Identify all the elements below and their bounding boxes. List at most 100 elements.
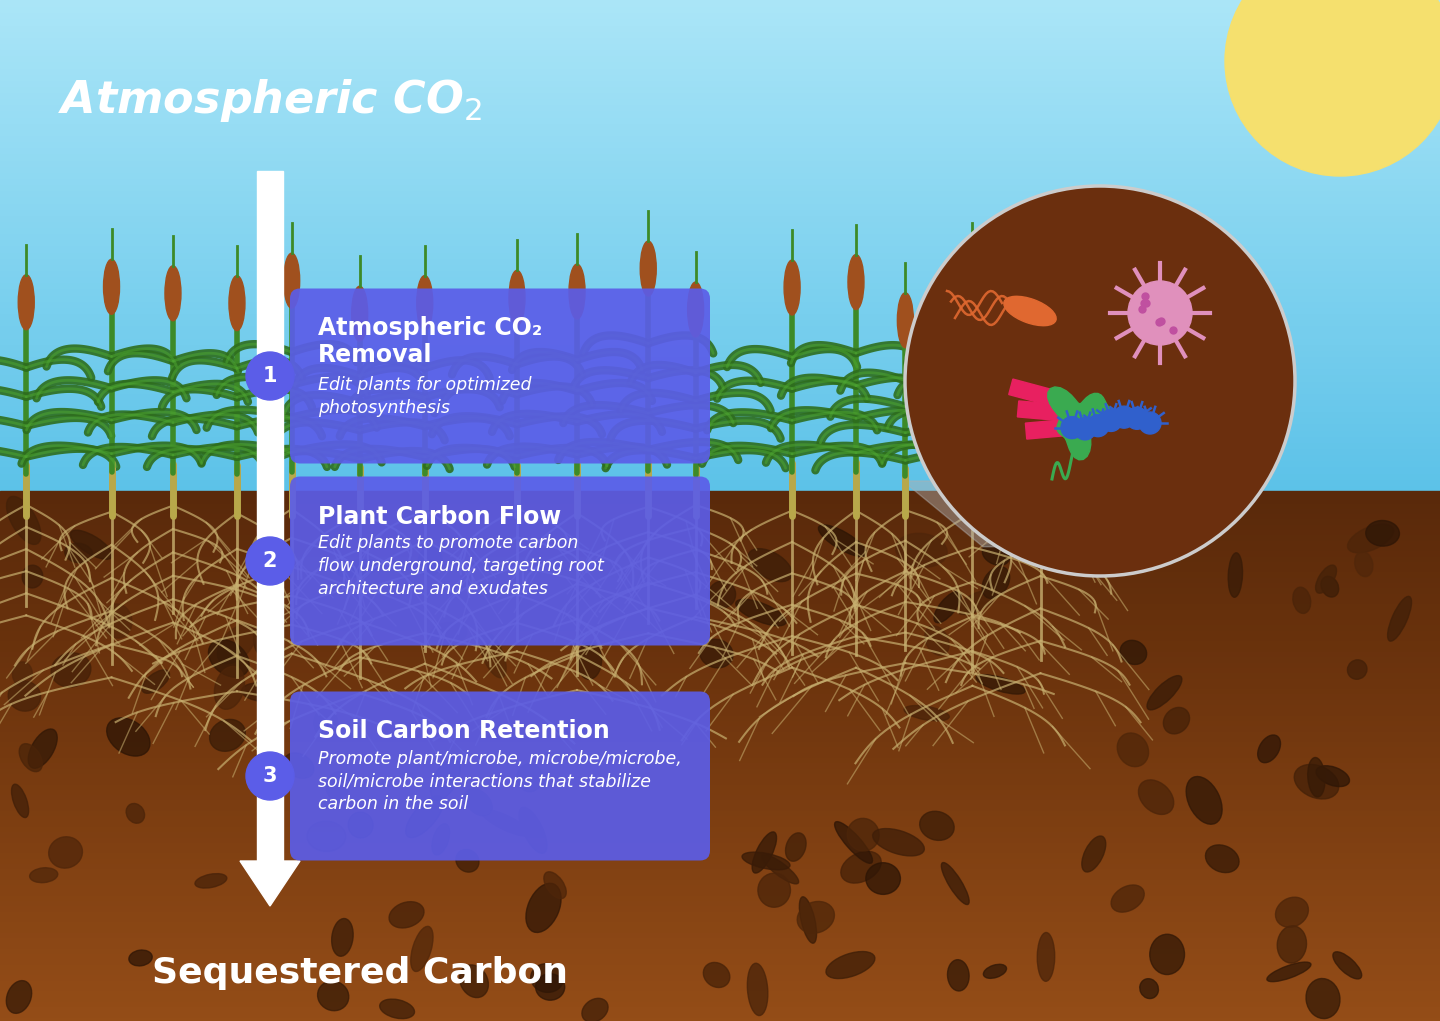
Ellipse shape <box>984 964 1007 978</box>
Ellipse shape <box>1149 934 1185 975</box>
Ellipse shape <box>143 670 170 693</box>
Polygon shape <box>1048 387 1116 459</box>
Ellipse shape <box>71 530 112 560</box>
Circle shape <box>1100 409 1122 432</box>
Ellipse shape <box>518 808 547 854</box>
Bar <box>0 172 1440 178</box>
Bar <box>0 862 1440 867</box>
Ellipse shape <box>459 965 488 998</box>
Ellipse shape <box>432 824 449 855</box>
Ellipse shape <box>1365 521 1400 546</box>
Ellipse shape <box>1295 765 1339 799</box>
Bar <box>0 473 1440 479</box>
Bar <box>0 184 1440 190</box>
Ellipse shape <box>865 863 900 894</box>
Ellipse shape <box>982 567 1009 598</box>
Bar <box>0 978 1440 984</box>
Polygon shape <box>240 861 300 906</box>
Ellipse shape <box>166 265 181 321</box>
Ellipse shape <box>582 999 608 1021</box>
Ellipse shape <box>742 853 791 870</box>
Circle shape <box>904 186 1295 576</box>
Bar <box>0 581 1440 586</box>
Ellipse shape <box>700 639 733 668</box>
Bar <box>0 221 1440 227</box>
Bar <box>0 597 1440 602</box>
Ellipse shape <box>752 832 776 873</box>
Ellipse shape <box>431 759 461 800</box>
Ellipse shape <box>209 639 249 677</box>
Bar <box>0 501 1440 506</box>
Bar <box>0 350 1440 356</box>
Ellipse shape <box>835 822 873 864</box>
Circle shape <box>1128 281 1192 345</box>
Ellipse shape <box>1348 660 1367 679</box>
Ellipse shape <box>1164 708 1189 734</box>
Bar <box>0 941 1440 946</box>
Ellipse shape <box>380 1000 415 1019</box>
Bar <box>0 227 1440 233</box>
Ellipse shape <box>6 980 32 1014</box>
Ellipse shape <box>331 919 353 957</box>
Ellipse shape <box>1257 735 1280 763</box>
Ellipse shape <box>847 818 880 850</box>
Bar <box>0 946 1440 953</box>
Bar <box>0 430 1440 436</box>
Ellipse shape <box>747 963 768 1016</box>
Ellipse shape <box>19 743 42 772</box>
Ellipse shape <box>325 772 350 799</box>
Bar <box>0 841 1440 846</box>
Bar <box>0 687 1440 692</box>
Bar <box>0 518 1440 523</box>
Bar <box>0 239 1440 245</box>
Ellipse shape <box>544 872 566 898</box>
Bar <box>0 586 1440 592</box>
Ellipse shape <box>13 662 32 686</box>
Bar <box>0 448 1440 454</box>
Bar <box>0 697 1440 703</box>
Bar <box>0 123 1440 129</box>
Bar <box>0 289 1440 295</box>
Text: Atmospheric CO₂
Removal: Atmospheric CO₂ Removal <box>318 317 543 368</box>
Bar <box>0 362 1440 369</box>
Ellipse shape <box>456 849 480 872</box>
Ellipse shape <box>703 963 730 987</box>
Bar <box>0 257 1440 263</box>
Ellipse shape <box>827 952 876 978</box>
Ellipse shape <box>253 624 275 658</box>
Bar <box>0 709 1440 714</box>
Ellipse shape <box>29 729 58 769</box>
Ellipse shape <box>896 533 948 568</box>
Bar <box>0 671 1440 677</box>
Bar <box>0 43 1440 49</box>
Ellipse shape <box>19 275 35 330</box>
Bar <box>0 873 1440 878</box>
Ellipse shape <box>1148 676 1182 710</box>
Bar <box>0 74 1440 80</box>
Bar <box>0 719 1440 724</box>
Bar <box>0 602 1440 607</box>
Ellipse shape <box>351 286 367 341</box>
Ellipse shape <box>531 964 563 992</box>
Ellipse shape <box>65 543 92 563</box>
Bar <box>0 92 1440 98</box>
Bar <box>0 245 1440 251</box>
Bar <box>0 677 1440 682</box>
Bar <box>0 460 1440 467</box>
Bar <box>0 571 1440 576</box>
Ellipse shape <box>284 253 300 308</box>
Text: Edit plants for optimized
photosynthesis: Edit plants for optimized photosynthesis <box>318 377 531 418</box>
Ellipse shape <box>242 683 284 701</box>
Ellipse shape <box>1306 978 1341 1019</box>
Bar <box>0 165 1440 172</box>
Bar <box>0 283 1440 289</box>
Bar <box>0 86 1440 92</box>
Ellipse shape <box>49 837 82 868</box>
Bar <box>0 936 1440 941</box>
Bar <box>0 375 1440 381</box>
Bar <box>0 528 1440 533</box>
Ellipse shape <box>708 581 736 609</box>
Ellipse shape <box>848 254 864 309</box>
Circle shape <box>246 537 294 585</box>
Bar <box>1018 401 1067 421</box>
